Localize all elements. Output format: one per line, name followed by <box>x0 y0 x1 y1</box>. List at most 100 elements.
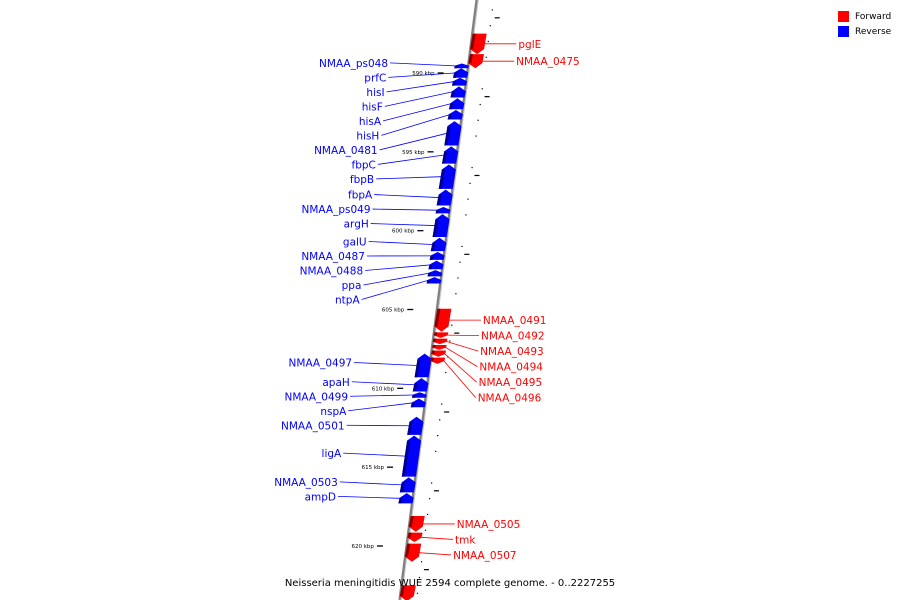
gene-label: prfC <box>364 72 386 84</box>
scale-label: 615 kbp <box>362 465 385 471</box>
minor-tick <box>417 593 418 594</box>
minor-tick <box>459 262 460 263</box>
gene-label: NMAA_ps048 <box>319 58 388 70</box>
leader-line <box>371 224 435 226</box>
minor-tick <box>465 214 466 215</box>
leader-line <box>444 361 476 398</box>
gene-label: NMAA_0492 <box>481 331 545 343</box>
gene-label: NMAA_0503 <box>274 477 338 489</box>
minor-tick <box>449 340 450 341</box>
minor-tick <box>478 120 479 121</box>
leader-line <box>376 177 441 179</box>
gene-labels: NMAA_ps048 prfC hisI hisF hisA hisH NMAA_0481f… <box>274 39 579 562</box>
minor-tick <box>437 435 438 436</box>
major-ticks: 590 kbp 595 kbp 600 kbp 605 kbp 610 kbp 615 k… <box>352 71 444 550</box>
minor-tick <box>490 25 491 26</box>
scale-label: 600 kbp <box>392 229 415 235</box>
gene-label: ampD <box>305 491 336 503</box>
scale-label: 620 kbp <box>352 544 375 550</box>
minor-tick <box>486 57 487 58</box>
backbone-line <box>400 0 477 600</box>
gene-label: NMAA_0505 <box>457 519 521 531</box>
minor-tick <box>492 9 493 10</box>
gene-label: hisA <box>359 116 382 128</box>
leader-line <box>374 195 438 198</box>
gene-label: ligA <box>322 448 342 460</box>
minor-tick <box>427 514 428 515</box>
gene-label: pglE <box>518 39 541 51</box>
gene-label: NMAA_0481 <box>314 145 378 157</box>
gene-label: tmk <box>455 534 476 546</box>
minor-tick <box>467 199 468 200</box>
leader-line <box>378 155 444 164</box>
leader-line <box>373 209 438 210</box>
minor-tick <box>469 183 470 184</box>
minor-tick <box>439 419 440 420</box>
gene-label: NMAA_0475 <box>516 56 580 68</box>
gene-label: NMAA_0501 <box>281 420 345 432</box>
leader-line <box>354 362 417 365</box>
gene-label: ppa <box>342 280 362 292</box>
leader-line <box>421 537 453 539</box>
legend-item-reverse: Reverse <box>838 24 891 39</box>
leader-line <box>445 347 477 366</box>
gene-label: apaH <box>322 377 349 389</box>
leader-line <box>383 104 451 121</box>
gene-label: NMAA_0487 <box>301 251 365 263</box>
legend-item-forward: Forward <box>838 9 891 24</box>
gene-label: NMAA_0497 <box>289 357 353 369</box>
leader-line <box>390 63 455 66</box>
leader-line <box>352 382 415 385</box>
scale-label: 605 kbp <box>382 308 405 314</box>
leader-line <box>348 403 412 411</box>
reverse-swatch <box>838 26 849 37</box>
gene-label: hisH <box>356 130 379 142</box>
gene-label: NMAA_0488 <box>300 265 364 277</box>
leader-line <box>447 335 479 336</box>
gene-label: hisI <box>366 87 384 99</box>
gene-label: nspA <box>320 406 347 418</box>
minor-tick <box>461 246 462 247</box>
leader-line <box>387 82 454 92</box>
minor-tick <box>435 451 436 452</box>
gene-label: galU <box>343 236 367 248</box>
gene-label: fbpA <box>348 190 373 202</box>
genome-caption: Neisseria meningitidis WUE 2594 complete… <box>0 578 900 589</box>
minor-tick <box>431 482 432 483</box>
minor-tick <box>488 41 489 42</box>
minor-tick <box>480 104 481 105</box>
scale-label: 595 kbp <box>402 150 425 156</box>
genome-backbone <box>400 0 478 600</box>
leader-line <box>369 241 433 244</box>
leader-line <box>385 92 452 106</box>
gene-arrow-shade <box>432 345 436 348</box>
minor-tick <box>425 530 426 531</box>
minor-tick <box>421 561 422 562</box>
forward-swatch <box>838 11 849 22</box>
leader-line <box>419 553 451 555</box>
gene-label: NMAA_ps049 <box>302 204 371 216</box>
gene-label: NMAA_0496 <box>478 393 542 405</box>
leader-line <box>365 265 430 271</box>
gene-label: fbpC <box>352 159 376 171</box>
backbone-highlight <box>401 0 478 600</box>
gene-label: hisF <box>362 101 383 113</box>
minor-tick <box>451 325 452 326</box>
minor-tick <box>429 498 430 499</box>
legend-label-forward: Forward <box>855 12 891 22</box>
gene-label: NMAA_0494 <box>479 362 543 374</box>
gene-label: fbpB <box>350 174 374 186</box>
leader-line <box>343 453 405 456</box>
leader-line <box>340 482 402 485</box>
leader-line <box>338 496 400 498</box>
leader-line <box>446 341 478 351</box>
minor-tick <box>455 293 456 294</box>
scale-label: 590 kbp <box>412 71 435 77</box>
scale-label: 610 kbp <box>372 386 395 392</box>
leader-line <box>381 115 449 136</box>
minor-tick <box>471 167 472 168</box>
gene-label: ntpA <box>335 294 360 306</box>
legend: Forward Reverse <box>838 9 891 39</box>
genome-map: 590 kbp 595 kbp 600 kbp 605 kbp 610 kbp 615 k… <box>0 0 900 600</box>
leader-line <box>380 133 447 150</box>
